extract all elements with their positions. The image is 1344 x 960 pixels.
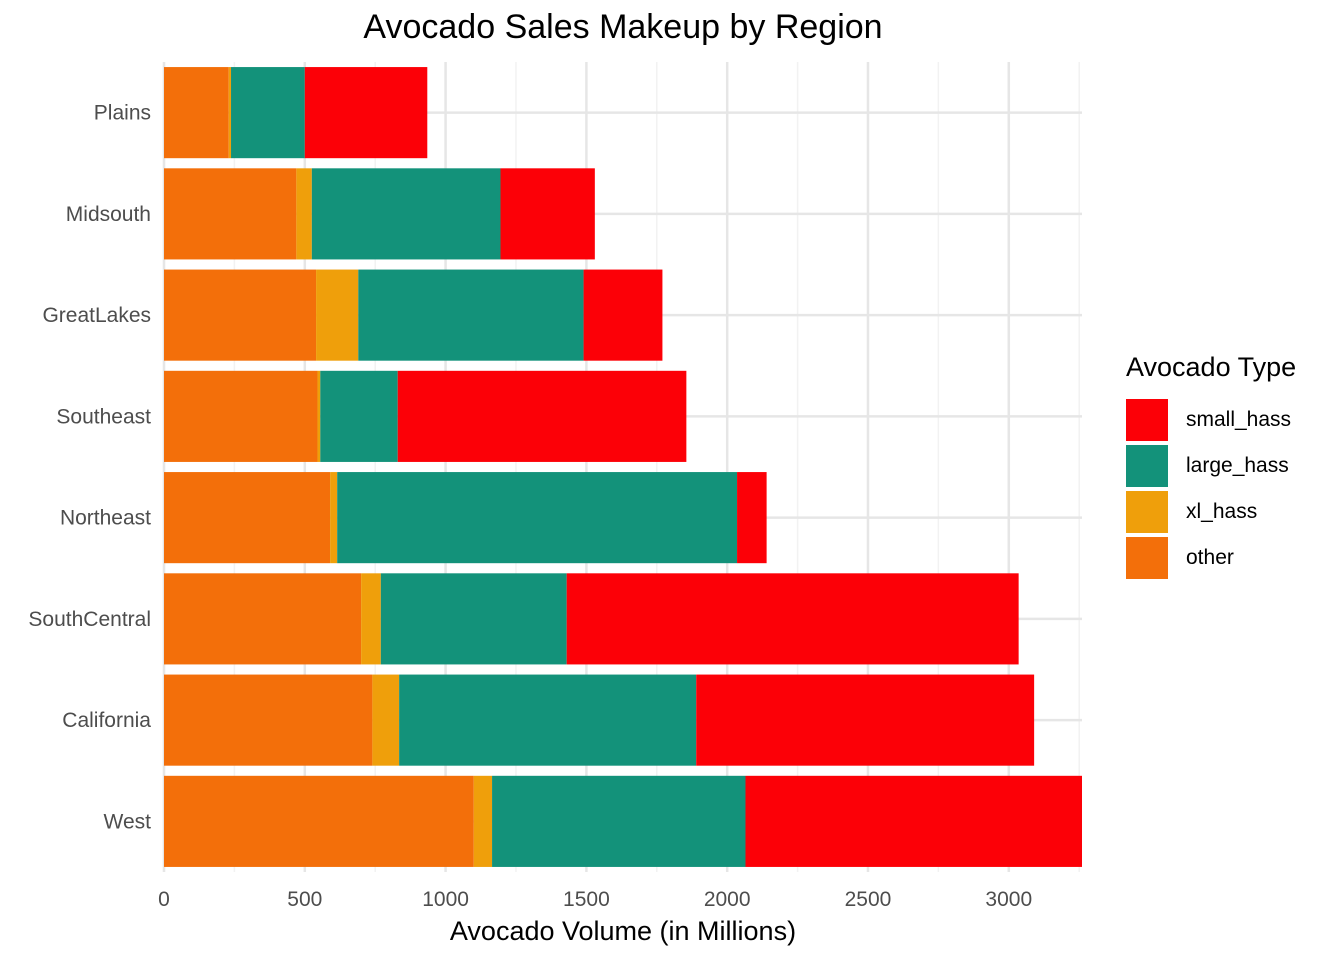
bar-west-xl-hass [473, 775, 493, 867]
bar-california-large-hass [399, 674, 697, 766]
bar-northeast-large-hass [337, 472, 738, 564]
bar-midsouth-small-hass [500, 168, 595, 260]
x-tick-label: 500 [287, 888, 322, 911]
bar-northeast-xl-hass [330, 472, 338, 564]
x-tick-label: 3000 [985, 888, 1032, 911]
x-tick-label: 2000 [704, 888, 751, 911]
chart-title: Avocado Sales Makeup by Region [363, 8, 883, 46]
y-tick-labels: Plains Midsouth GreatLakes Southeast Northea… [28, 102, 151, 834]
legend-label: large_hass [1186, 454, 1289, 477]
legend-swatch [1126, 537, 1168, 579]
legend-label: other [1186, 546, 1234, 569]
y-tick-label: Southeast [56, 405, 151, 428]
legend-swatch [1126, 399, 1168, 441]
bar-plains-xl-hass [228, 67, 232, 159]
x-tick-label: 2500 [845, 888, 892, 911]
y-tick-label: Northeast [60, 507, 151, 530]
y-tick-label: GreatLakes [42, 304, 151, 327]
bar-greatlakes-large-hass [358, 269, 584, 361]
y-tick-label: California [62, 709, 151, 732]
bar-california-other [164, 674, 373, 766]
bar-northeast-other [164, 472, 331, 564]
legend-item-small-hass: small_hass [1126, 397, 1296, 443]
bar-midsouth-other [164, 168, 297, 260]
legend-swatch [1126, 491, 1168, 533]
legend-label: xl_hass [1186, 500, 1258, 523]
x-tick-label: 0 [158, 888, 170, 911]
bar-southeast-xl-hass [317, 370, 321, 462]
bar-southcentral-large-hass [380, 573, 567, 665]
legend-title: Avocado Type [1126, 352, 1297, 382]
legend-item-large-hass: large_hass [1126, 443, 1296, 489]
bar-southeast-other [164, 370, 318, 462]
legend-item-other: other [1126, 535, 1296, 581]
bar-southcentral-xl-hass [361, 573, 381, 665]
legend-item-xl-hass: xl_hass [1126, 489, 1296, 535]
bar-west-large-hass [492, 775, 746, 867]
bar-southcentral-other [164, 573, 362, 665]
y-tick-label: Midsouth [66, 203, 151, 226]
bar-west-small-hass [745, 775, 1082, 867]
bar-plains-small-hass [304, 67, 428, 159]
bar-midsouth-large-hass [311, 168, 501, 260]
bar-southeast-small-hass [397, 370, 687, 462]
bar-west-other [164, 775, 474, 867]
x-axis-title: Avocado Volume (in Millions) [450, 916, 796, 946]
bar-plains-other [164, 67, 229, 159]
y-tick-label: SouthCentral [28, 608, 151, 631]
bar-northeast-small-hass [737, 472, 767, 564]
bar-california-small-hass [696, 674, 1035, 766]
bar-southcentral-small-hass [566, 573, 1019, 665]
bar-southeast-large-hass [320, 370, 398, 462]
legend: Avocado Type small_hass large_hass xl_hass… [1126, 352, 1296, 581]
bar-plains-large-hass [231, 67, 305, 159]
legend-label: small_hass [1186, 408, 1292, 431]
x-tick-label: 1000 [422, 888, 469, 911]
y-tick-label: West [104, 810, 152, 833]
y-tick-label: Plains [94, 102, 151, 125]
bar-midsouth-xl-hass [296, 168, 312, 260]
bar-california-xl-hass [372, 674, 400, 766]
bars [164, 67, 1082, 867]
legend-swatch [1126, 445, 1168, 487]
bar-greatlakes-other [164, 269, 317, 361]
bar-greatlakes-small-hass [583, 269, 663, 361]
x-tick-label: 1500 [563, 888, 610, 911]
x-tick-labels: 0 500 1000 1500 2000 2500 3000 [158, 888, 1032, 911]
bar-greatlakes-xl-hass [316, 269, 359, 361]
